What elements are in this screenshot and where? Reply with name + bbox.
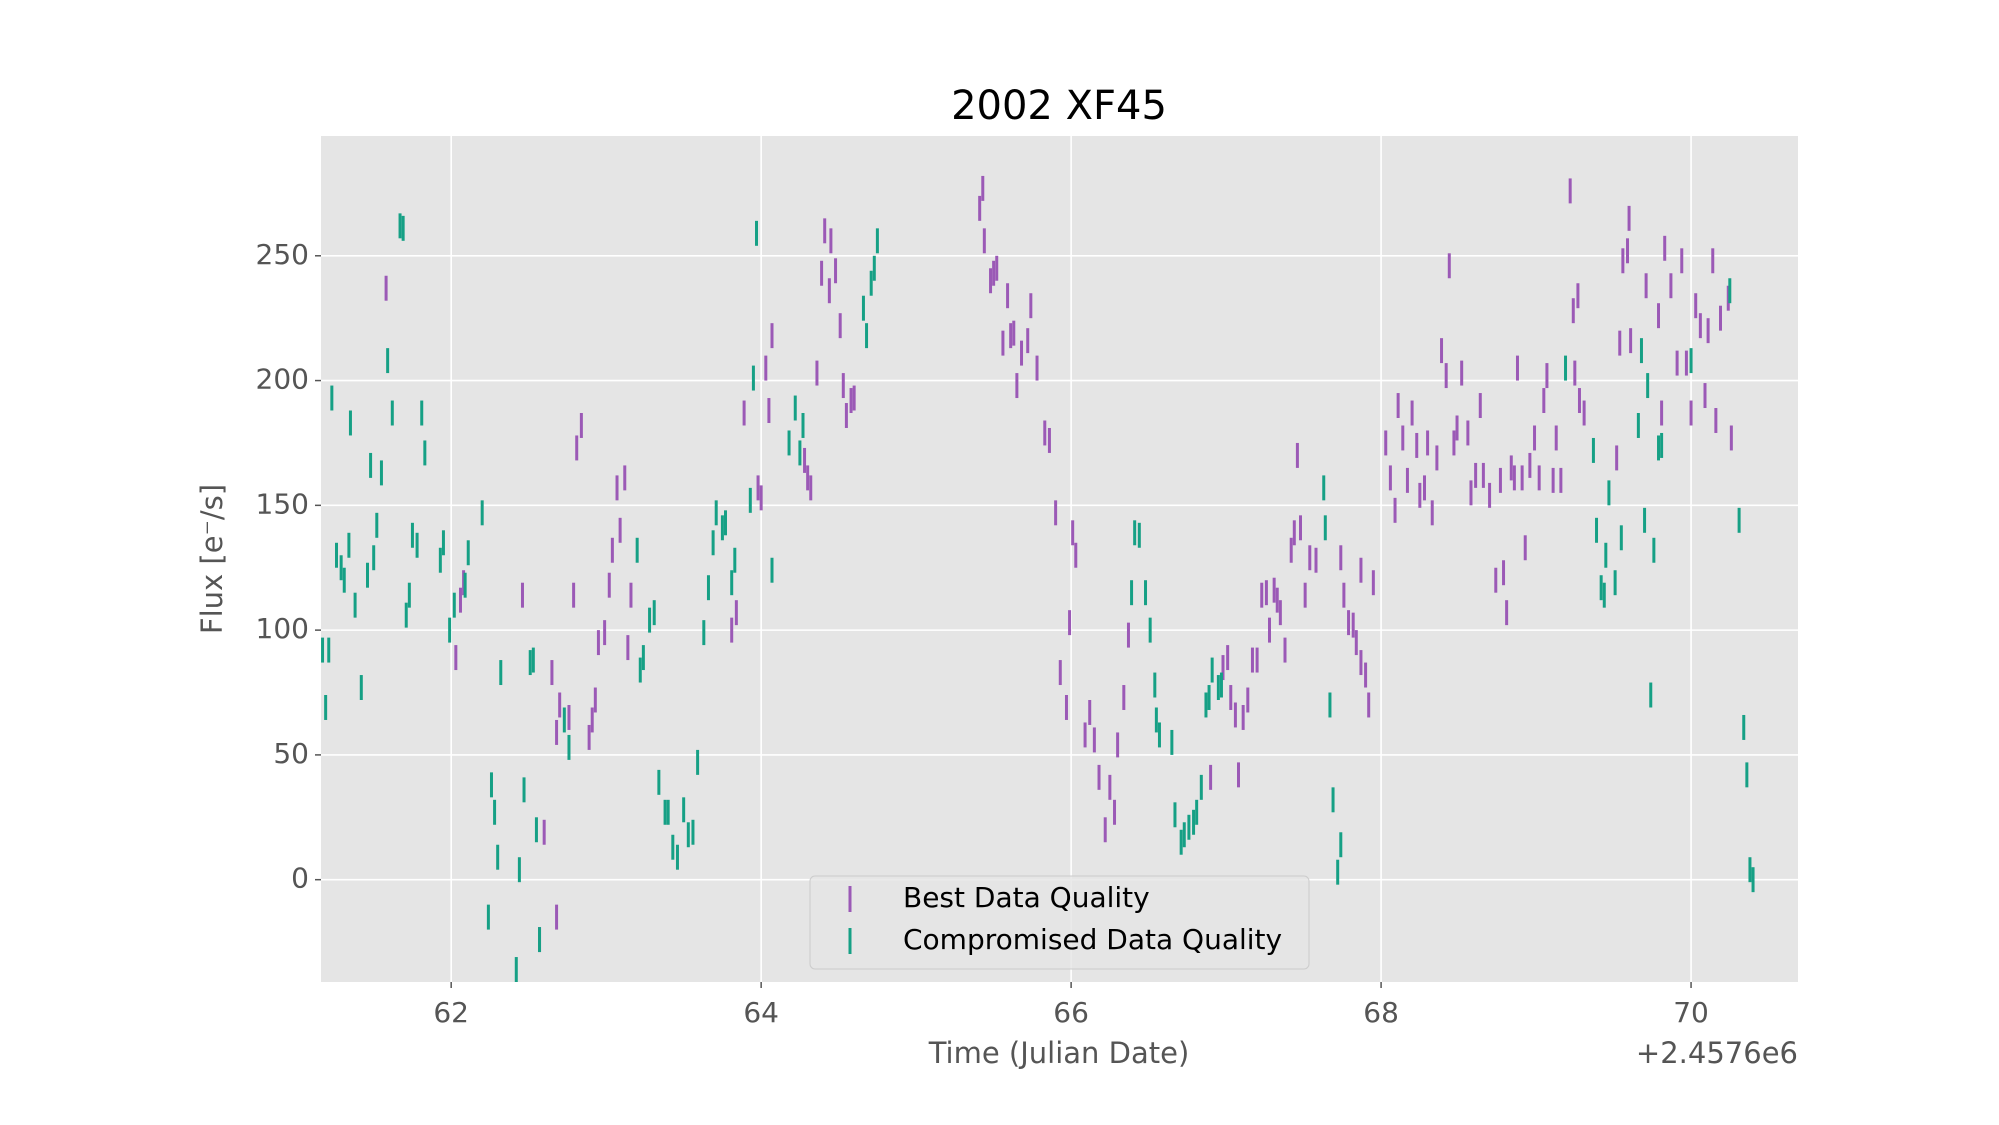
legend: Best Data Quality Compromised Data Qualit… (809, 875, 1310, 970)
plot-area (321, 136, 1798, 982)
legend-box (809, 875, 1310, 970)
x-tick-label: 70 (1673, 996, 1709, 1029)
y-tick-label: 100 (256, 612, 309, 645)
marks (321, 175, 1755, 982)
x-axis-label: Time (Julian Date) (928, 1036, 1190, 1070)
y-tick-label: 0 (291, 862, 309, 895)
x-tick-label: 66 (1053, 996, 1089, 1029)
chart-title: 2002 XF45 (951, 83, 1167, 129)
y-tick-label: 150 (256, 487, 309, 520)
legend-label: Compromised Data Quality (903, 923, 1282, 956)
x-tick-label: 64 (743, 996, 779, 1029)
y-tick-label: 50 (273, 737, 309, 770)
legend-label: Best Data Quality (903, 881, 1150, 914)
x-tick-label: 68 (1363, 996, 1399, 1029)
grid (321, 136, 1798, 982)
x-offset-label: +2.4576e6 (1636, 1036, 1798, 1070)
y-axis-label: Flux [e⁻/s] (195, 484, 229, 634)
x-tick-label: 62 (433, 996, 469, 1029)
y-tick-label: 250 (256, 238, 309, 271)
y-tick-label: 200 (256, 363, 309, 396)
